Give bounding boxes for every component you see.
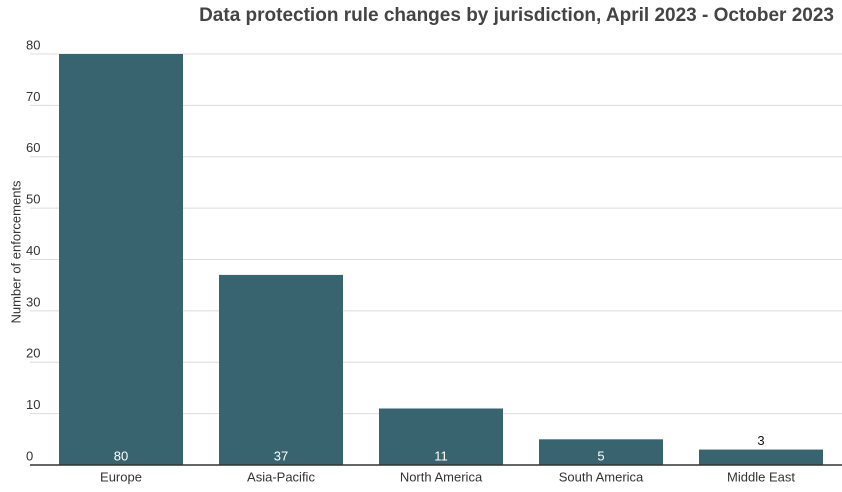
- value-label: 80: [114, 448, 128, 463]
- value-label: 37: [274, 448, 288, 463]
- x-tick-label: Asia-Pacific: [247, 469, 315, 484]
- value-label: 11: [434, 448, 448, 463]
- y-axis-title: Number of enforcements: [8, 180, 23, 324]
- chart-title: Data protection rule changes by jurisdic…: [199, 5, 834, 26]
- y-tick-label: 80: [26, 37, 40, 52]
- x-tick-label: Middle East: [727, 469, 795, 484]
- bar: [539, 439, 663, 465]
- y-tick-label: 20: [26, 346, 40, 361]
- x-tick-label: South America: [559, 469, 644, 484]
- y-tick-label: 50: [26, 192, 40, 207]
- y-tick-label: 70: [26, 89, 40, 104]
- y-tick-label: 30: [26, 294, 40, 309]
- y-tick-label: 0: [26, 448, 33, 463]
- bar: [59, 54, 183, 465]
- y-tick-label: 40: [26, 243, 40, 258]
- y-tick-label: 10: [26, 397, 40, 412]
- value-label: 3: [757, 433, 764, 448]
- bar: [219, 274, 343, 465]
- bar: [699, 449, 823, 465]
- value-label: 5: [597, 448, 604, 463]
- x-tick-label: Europe: [100, 469, 142, 484]
- x-tick-label: North America: [400, 469, 483, 484]
- bar: [379, 408, 503, 465]
- y-tick-label: 60: [26, 140, 40, 155]
